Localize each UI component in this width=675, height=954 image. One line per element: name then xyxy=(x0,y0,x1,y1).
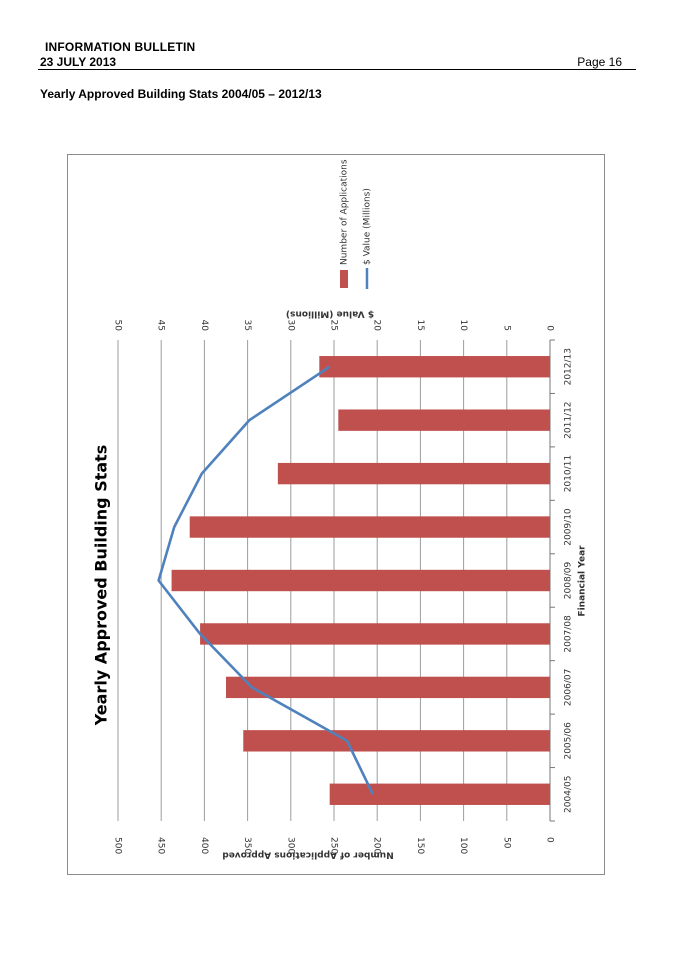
secondary-tick-label: 20 xyxy=(372,320,382,332)
chart-frame: 0 50 100 150 200 250 300 350 400 450 500 0 5 10 15 20 25… xyxy=(67,154,605,875)
header-divider xyxy=(38,69,636,70)
series-line xyxy=(157,365,375,795)
primary-tick-label: 300 xyxy=(285,837,295,854)
secondary-tick-label: 35 xyxy=(242,320,252,331)
bar xyxy=(189,516,550,538)
category-label: 2011/12 xyxy=(564,401,574,438)
secondary-tick-label: 5 xyxy=(501,325,511,331)
primary-tick-label: 400 xyxy=(199,837,209,854)
bar xyxy=(329,783,550,805)
secondary-tick-label: 25 xyxy=(329,320,339,331)
primary-tick-label: 100 xyxy=(458,837,468,854)
y-axis-title: Number of Applications Approved xyxy=(222,850,393,860)
page-number: Page 16 xyxy=(577,55,622,69)
axis-labels: 0 50 100 150 200 250 300 350 400 450 500 0 5 10 15 20 25… xyxy=(92,159,588,859)
category-label: 2012/13 xyxy=(564,348,574,385)
legend-label-value: $ Value (Millions) xyxy=(363,188,373,265)
bar xyxy=(171,569,550,592)
primary-tick-label: 200 xyxy=(372,837,382,854)
secondary-tick-label: 15 xyxy=(415,320,425,331)
x-axis-title: Financial Year xyxy=(578,545,588,617)
section-heading: Yearly Approved Building Stats 2004/05 –… xyxy=(40,87,322,101)
category-label: 2008/09 xyxy=(564,562,574,600)
bar xyxy=(226,676,550,699)
y2-axis-title: $ Value (Millions) xyxy=(286,309,374,319)
bar xyxy=(200,623,550,645)
category-label: 2006/07 xyxy=(564,669,574,706)
line-dollar-value xyxy=(157,365,375,795)
category-label: 2009/10 xyxy=(564,508,574,546)
bar xyxy=(277,462,550,485)
bars-number-of-applications xyxy=(171,356,550,805)
primary-tick-label: 150 xyxy=(415,837,425,854)
category-label: 2010/11 xyxy=(564,455,574,492)
primary-tick-label: 450 xyxy=(156,837,166,854)
secondary-tick-label: 0 xyxy=(545,325,555,331)
bulletin-title: INFORMATION BULLETIN xyxy=(45,40,196,54)
bar xyxy=(243,730,550,752)
bulletin-date: 23 JULY 2013 xyxy=(40,55,117,69)
category-label: 2004/05 xyxy=(564,776,574,813)
bar xyxy=(338,409,550,431)
primary-tick-label: 0 xyxy=(545,837,555,843)
secondary-tick-label: 30 xyxy=(285,320,295,332)
primary-tick-label: 350 xyxy=(242,837,252,854)
primary-tick-label: 50 xyxy=(501,837,511,849)
secondary-tick-label: 40 xyxy=(199,320,209,332)
building-stats-chart: 0 50 100 150 200 250 300 350 400 450 500 0 5 10 15 20 25… xyxy=(92,159,588,859)
chart-title: Yearly Approved Building Stats xyxy=(92,445,111,727)
category-label: 2007/08 xyxy=(564,615,574,653)
legend-swatch-bars xyxy=(340,270,348,288)
secondary-tick-label: 10 xyxy=(458,320,468,332)
secondary-tick-label: 45 xyxy=(156,320,166,331)
legend-label-applications: Number of Applications xyxy=(340,159,350,265)
bar xyxy=(319,356,550,378)
primary-tick-label: 250 xyxy=(329,837,339,854)
primary-tick-label: 500 xyxy=(113,837,123,854)
secondary-tick-label: 50 xyxy=(113,320,123,332)
category-label: 2005/06 xyxy=(564,722,574,760)
